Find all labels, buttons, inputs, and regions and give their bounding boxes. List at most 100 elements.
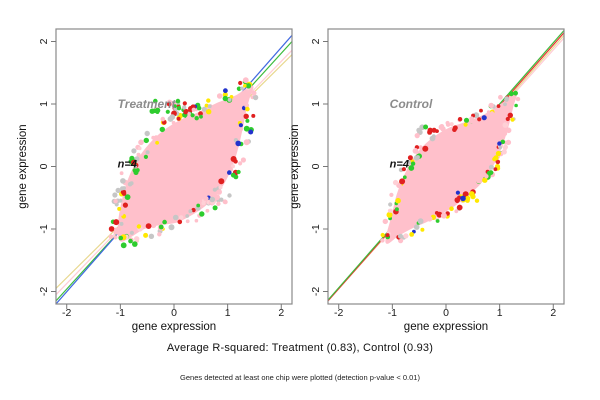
scatter-dot xyxy=(510,117,515,122)
scatter-dot xyxy=(154,135,159,140)
x-tick-label: 2 xyxy=(550,307,556,319)
scatter-dot xyxy=(238,161,243,166)
y-tick-label: -1 xyxy=(310,224,322,233)
caption-secondary: Genes detected at least one chip were pl… xyxy=(180,373,420,382)
scatter-dot xyxy=(145,150,150,155)
scatter-dot xyxy=(236,86,242,92)
scatter-dot xyxy=(138,139,144,146)
scatter-dot xyxy=(132,168,137,173)
scatter-dot xyxy=(182,105,187,110)
scatter-dot xyxy=(216,189,222,195)
scatter-dot xyxy=(403,233,409,239)
n-label: n=4 xyxy=(390,158,409,170)
scatter-dot xyxy=(240,86,244,91)
scatter-dot xyxy=(245,118,250,123)
scatter-dot xyxy=(143,137,149,144)
scatter-dot xyxy=(231,164,235,169)
scatter-dot xyxy=(498,94,503,100)
x-axis-title: gene expression xyxy=(404,321,488,333)
scatter-dot xyxy=(501,149,507,155)
scatter-dot xyxy=(482,177,488,183)
scatter-dot xyxy=(455,190,460,195)
scatter-dot xyxy=(196,105,202,111)
scatter-dot xyxy=(390,234,396,240)
scatter-dot xyxy=(418,145,423,150)
scatter-dot xyxy=(402,175,407,180)
scatter-dot xyxy=(243,113,249,120)
y-tick-label: 1 xyxy=(310,101,322,107)
scatter-dot xyxy=(398,233,403,239)
scatter-dot xyxy=(496,104,501,108)
scatter-dot xyxy=(243,125,250,132)
scatter-dot xyxy=(206,109,212,115)
x-tick-label: -1 xyxy=(116,307,125,319)
scatter-dot xyxy=(120,186,125,191)
scatter-dot xyxy=(504,96,510,101)
scatter-dot xyxy=(474,198,480,203)
y-axis-title: gene expression xyxy=(17,124,29,208)
scatter-dot xyxy=(199,114,203,119)
scatter-dot xyxy=(191,207,196,213)
scatter-dot xyxy=(178,215,184,220)
scatter-dot xyxy=(201,106,207,112)
scatter-dot xyxy=(218,185,223,190)
scatter-dot xyxy=(196,203,201,208)
scatter-dot xyxy=(219,197,224,202)
scatter-dot xyxy=(244,90,250,96)
scatter-dot xyxy=(205,208,210,213)
scatter-dot xyxy=(389,192,394,197)
scatter-dot xyxy=(222,95,228,102)
scatter-dot xyxy=(194,116,199,121)
scatter-dot xyxy=(230,172,236,178)
scatter-dot xyxy=(121,191,127,196)
scatter-dot xyxy=(206,98,211,103)
panel-control: -2 -1 0 1 2 -2 -1 0 1 2 gene expression gene expres… xyxy=(289,28,565,333)
scatter-dot xyxy=(441,132,447,137)
scatter-dot xyxy=(488,170,494,175)
scatter-dot xyxy=(412,148,419,154)
scatter-dot xyxy=(495,159,501,165)
scatter-dot xyxy=(203,195,209,202)
scatter-dot xyxy=(508,91,514,97)
scatter-dot xyxy=(212,187,217,192)
scatter-dot xyxy=(188,209,193,214)
scatter-dot xyxy=(469,116,474,122)
scatter-dot xyxy=(149,108,155,114)
scatter-dot xyxy=(120,242,127,249)
y-tick-label: 0 xyxy=(310,163,322,169)
scatter-dot xyxy=(445,122,451,127)
scatter-dot xyxy=(484,174,489,179)
scatter-dot xyxy=(422,145,429,152)
scatter-dot xyxy=(113,219,120,226)
scatter-dot xyxy=(227,97,232,102)
panel-title: Control xyxy=(390,97,433,111)
scatter-dot xyxy=(440,212,447,219)
scatter-dot xyxy=(223,88,228,94)
scatter-dot xyxy=(108,234,114,240)
scatter-dot xyxy=(468,191,475,197)
scatter-dot xyxy=(460,195,466,202)
scatter-dot xyxy=(175,98,181,104)
scatter-dot xyxy=(162,219,167,225)
scatter-dot xyxy=(503,102,507,107)
scatter-dot xyxy=(172,214,179,221)
scatter-dot xyxy=(169,114,176,120)
scatter-dot xyxy=(145,223,152,230)
scatter-dot xyxy=(251,90,257,96)
scatter-dot xyxy=(416,127,422,133)
scatter-dot xyxy=(190,113,195,118)
scatter-dot xyxy=(128,238,133,244)
scatter-dot xyxy=(514,103,518,108)
scatter-dot xyxy=(409,232,415,237)
scatter-dot xyxy=(212,205,218,211)
scatter-dot xyxy=(173,104,177,108)
scatter-dot xyxy=(245,106,250,112)
x-tick-label: 0 xyxy=(443,307,449,319)
scatter-dot xyxy=(505,139,512,146)
scatter-dot xyxy=(113,235,118,240)
scatter-dot xyxy=(388,202,393,207)
scatter-dot xyxy=(406,160,412,165)
panel-treatment: -2 -1 0 1 2 -2 -1 0 1 2 gene expression gene expres… xyxy=(17,28,293,333)
